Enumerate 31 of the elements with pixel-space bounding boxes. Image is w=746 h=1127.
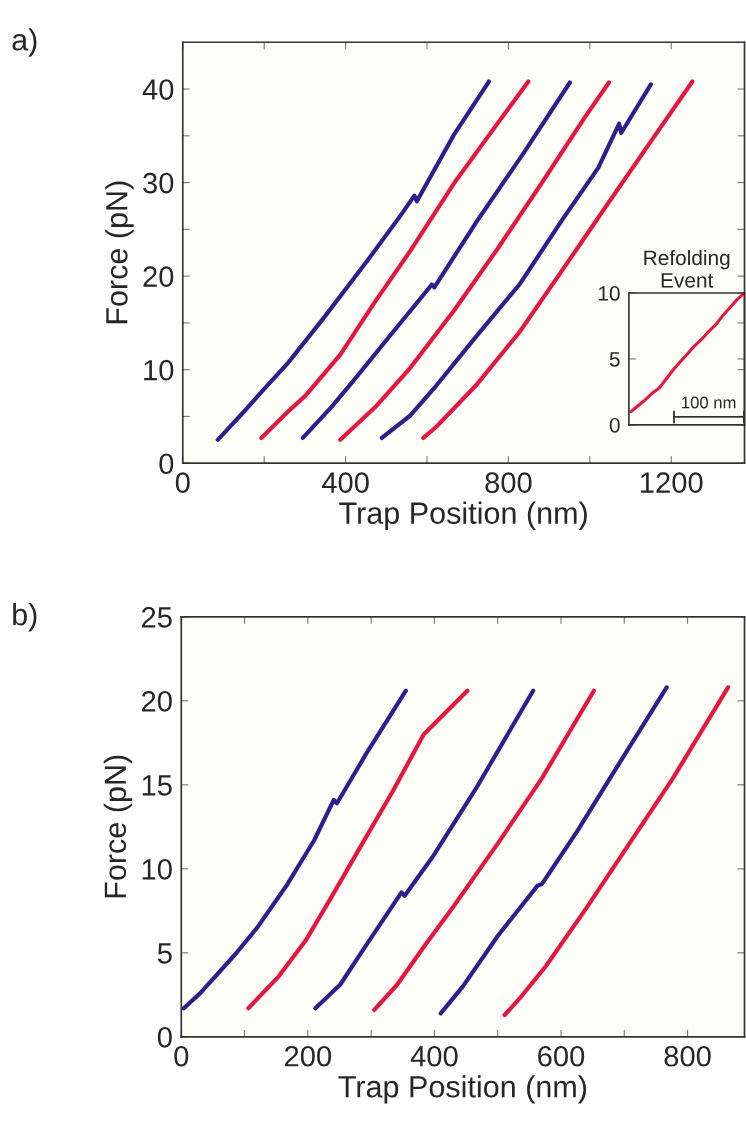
- x-tick-label: 400: [321, 472, 369, 493]
- x-tick-label: 0: [175, 472, 190, 493]
- text: a): [12, 28, 37, 57]
- y-tick-label: 0: [609, 417, 620, 433]
- x-tick-label: 0: [174, 1045, 189, 1067]
- x-tick-label: 1200: [641, 472, 703, 493]
- x-tick-label: 400: [410, 1045, 458, 1067]
- annotation: 100 nm: [682, 396, 736, 409]
- y-tick-label: 25: [141, 607, 172, 628]
- x-tick-label: 800: [664, 1045, 711, 1067]
- y-tick-label: 20: [141, 691, 172, 712]
- y-axis-title: Force (pN): [105, 181, 134, 324]
- y-tick-label: 5: [609, 352, 620, 367]
- text: b): [13, 602, 37, 632]
- y-tick-label: 5: [157, 943, 172, 964]
- y-tick-label: 0: [159, 453, 174, 475]
- x-axis-title: Trap Position (nm): [339, 501, 587, 530]
- y-axis-title: Force (pN): [103, 755, 133, 898]
- y-tick-label: 15: [142, 775, 172, 796]
- y-tick-label: 20: [143, 266, 174, 287]
- y-tick-label: 10: [142, 859, 172, 880]
- y-tick-label: 30: [143, 172, 174, 194]
- x-tick-label: 600: [538, 1045, 585, 1067]
- x-axis-title: Trap Position (nm): [338, 1075, 587, 1104]
- x-tick-label: 200: [284, 1045, 332, 1067]
- x-tick-label: 800: [485, 472, 532, 493]
- chart-title: Refolding Event: [644, 249, 730, 288]
- y-tick-label: 10: [144, 359, 174, 381]
- y-tick-label: 10: [598, 286, 620, 301]
- y-tick-label: 0: [157, 1027, 172, 1048]
- y-tick-label: 40: [142, 79, 174, 100]
